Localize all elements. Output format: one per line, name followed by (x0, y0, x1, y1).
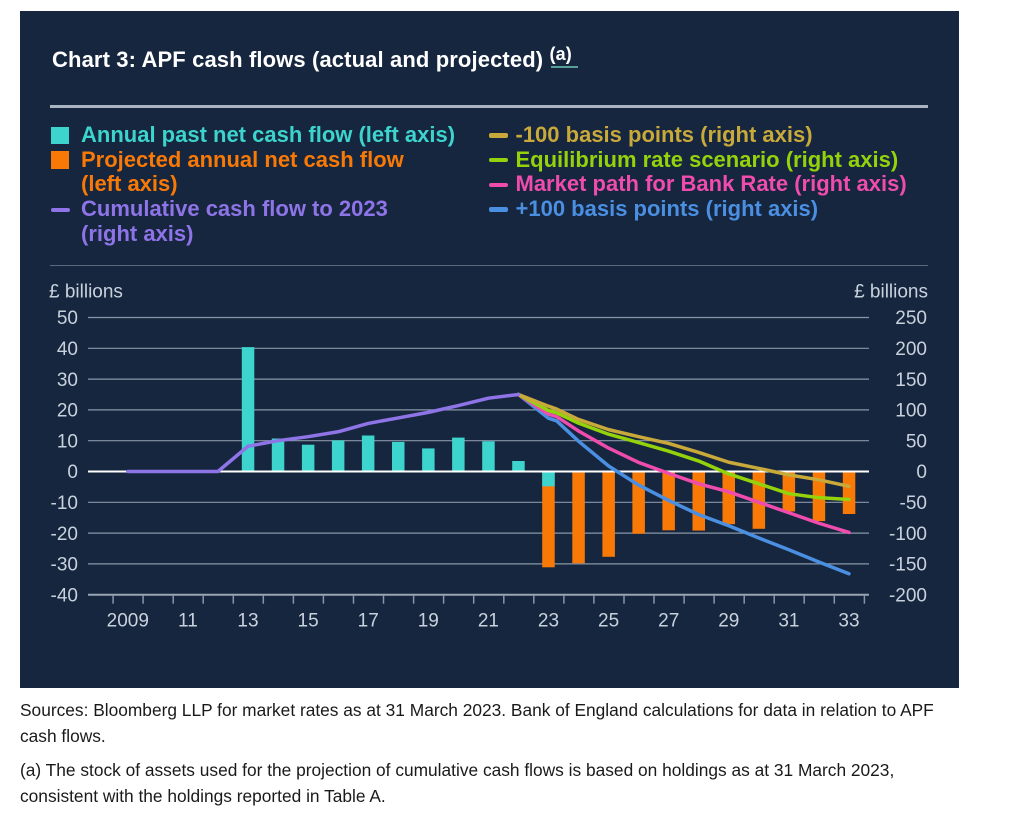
svg-text:20: 20 (57, 401, 78, 422)
svg-text:19: 19 (418, 611, 439, 632)
svg-text:13: 13 (237, 611, 258, 632)
svg-text:-150: -150 (889, 555, 927, 576)
svg-text:-200: -200 (889, 585, 927, 606)
svg-text:30: 30 (57, 370, 78, 391)
svg-text:21: 21 (478, 611, 499, 632)
svg-text:27: 27 (658, 611, 679, 632)
svg-text:250: 250 (895, 308, 927, 329)
svg-text:100: 100 (895, 401, 927, 422)
svg-text:-100: -100 (889, 524, 927, 545)
svg-text:15: 15 (298, 611, 319, 632)
svg-text:25: 25 (598, 611, 619, 632)
svg-text:0: 0 (67, 462, 78, 483)
svg-text:10: 10 (57, 431, 78, 452)
svg-text:11: 11 (178, 611, 198, 632)
svg-text:-30: -30 (51, 555, 78, 576)
svg-text:23: 23 (538, 611, 559, 632)
svg-text:29: 29 (718, 611, 739, 632)
svg-text:50: 50 (57, 308, 78, 329)
svg-text:17: 17 (358, 611, 379, 632)
svg-text:-10: -10 (51, 493, 78, 514)
svg-text:2009: 2009 (107, 611, 149, 632)
svg-text:33: 33 (838, 611, 859, 632)
svg-text:-20: -20 (51, 524, 78, 545)
svg-text:-50: -50 (900, 493, 927, 514)
svg-text:40: 40 (57, 339, 78, 360)
svg-text:£ billions: £ billions (854, 282, 928, 303)
svg-text:150: 150 (895, 370, 927, 391)
svg-text:£ billions: £ billions (49, 282, 123, 303)
svg-text:200: 200 (895, 339, 927, 360)
svg-text:50: 50 (906, 431, 927, 452)
svg-text:31: 31 (778, 611, 799, 632)
svg-text:0: 0 (916, 462, 927, 483)
svg-text:-40: -40 (51, 585, 78, 606)
